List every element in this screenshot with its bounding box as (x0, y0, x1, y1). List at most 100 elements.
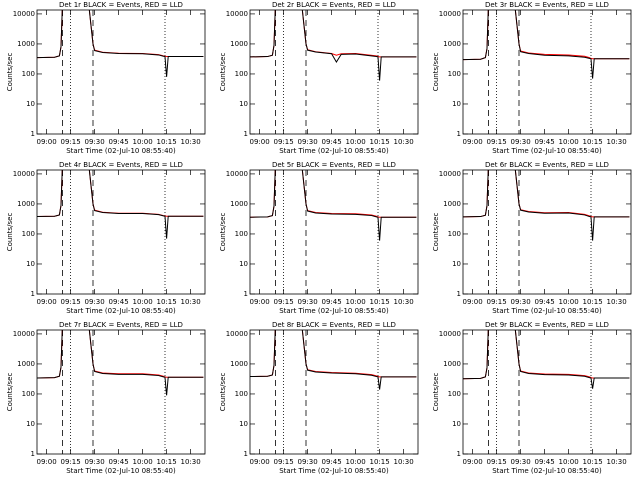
y-axis-label: Counts/sec (432, 213, 440, 252)
y-tick-label: 100 (22, 390, 35, 398)
y-tick-label: 1 (244, 290, 248, 298)
x-tick-label: 10:15 (583, 458, 603, 466)
series-line (250, 330, 417, 390)
y-tick-label: 10000 (439, 10, 461, 18)
series-line (250, 10, 417, 81)
y-tick-label: 10 (452, 260, 461, 268)
series-line (37, 10, 204, 77)
y-tick-label: 10 (239, 100, 248, 108)
y-axis-label: Counts/sec (219, 213, 227, 252)
series-line (250, 170, 417, 241)
series-line (463, 170, 630, 241)
x-tick-label: 10:30 (607, 458, 627, 466)
x-tick-label: 09:45 (322, 298, 342, 306)
y-tick-label: 100 (448, 390, 461, 398)
x-axis-label: Start Time (02-Jul-10 08:55:40) (66, 147, 176, 155)
x-axis-label: Start Time (02-Jul-10 08:55:40) (66, 307, 176, 315)
plot-lines (463, 330, 630, 389)
x-tick-label: 09:15 (274, 458, 294, 466)
x-tick-label: 10:00 (559, 138, 579, 146)
y-tick-label: 10 (26, 260, 35, 268)
x-tick-label: 09:45 (109, 298, 129, 306)
x-tick-label: 10:00 (346, 458, 366, 466)
chart-title: Det 1r BLACK = Events, RED = LLD (59, 1, 183, 9)
y-tick-label: 10000 (13, 170, 35, 178)
plot-lines (463, 10, 630, 79)
y-tick-label: 1000 (443, 40, 461, 48)
x-tick-label: 09:30 (511, 458, 531, 466)
y-tick-label: 1 (244, 450, 248, 458)
y-tick-label: 10 (26, 100, 35, 108)
x-axis-label: Start Time (02-Jul-10 08:55:40) (492, 147, 602, 155)
x-tick-label: 09:15 (61, 138, 81, 146)
y-tick-label: 10000 (226, 10, 248, 18)
x-tick-label: 10:15 (157, 458, 177, 466)
x-tick-label: 10:00 (346, 298, 366, 306)
x-tick-label: 10:15 (157, 138, 177, 146)
x-tick-label: 09:45 (109, 138, 129, 146)
y-tick-label: 1000 (230, 200, 248, 208)
y-axis-label: Counts/sec (6, 373, 14, 412)
x-tick-label: 09:30 (85, 138, 105, 146)
x-tick-label: 09:00 (463, 138, 483, 146)
y-tick-label: 10000 (226, 170, 248, 178)
x-tick-label: 09:00 (463, 298, 483, 306)
x-tick-label: 10:30 (394, 298, 414, 306)
x-tick-label: 10:15 (583, 138, 603, 146)
x-tick-label: 09:30 (298, 458, 318, 466)
plot-lines (250, 170, 417, 241)
x-tick-label: 09:15 (487, 458, 507, 466)
x-tick-label: 09:45 (535, 458, 555, 466)
y-tick-label: 1 (31, 450, 35, 458)
x-tick-label: 09:30 (298, 138, 318, 146)
x-tick-label: 10:30 (607, 298, 627, 306)
plot-lines (37, 10, 204, 77)
plot-frame (462, 9, 632, 135)
plot-lines (37, 330, 204, 396)
y-tick-label: 100 (235, 230, 248, 238)
y-tick-label: 10000 (439, 330, 461, 338)
y-tick-label: 1 (457, 290, 461, 298)
x-tick-label: 09:45 (322, 458, 342, 466)
x-tick-label: 09:15 (487, 138, 507, 146)
chart-title: Det 3r BLACK = Events, RED = LLD (485, 1, 609, 9)
panel: Det 9r BLACK = Events, RED = LLD Start Ti… (432, 321, 632, 475)
x-tick-label: 10:00 (559, 458, 579, 466)
y-tick-label: 1 (457, 130, 461, 138)
series-line (463, 10, 630, 79)
y-tick-label: 10000 (13, 330, 35, 338)
y-tick-label: 10000 (226, 330, 248, 338)
x-tick-label: 10:30 (394, 458, 414, 466)
y-tick-label: 100 (22, 70, 35, 78)
y-axis-label: Counts/sec (6, 213, 14, 252)
plot-lines (250, 330, 417, 390)
plot-lines (250, 10, 417, 81)
panel: Det 4r BLACK = Events, RED = LLD Start Ti… (6, 161, 206, 315)
y-tick-label: 1000 (17, 360, 35, 368)
panel: Det 1r BLACK = Events, RED = LLD Start Ti… (6, 1, 206, 155)
y-tick-label: 1000 (443, 200, 461, 208)
y-tick-label: 10 (452, 420, 461, 428)
chart-title: Det 6r BLACK = Events, RED = LLD (485, 161, 609, 169)
panel: Det 7r BLACK = Events, RED = LLD Start Ti… (6, 321, 206, 475)
plot-lines (37, 170, 204, 239)
series-line (463, 330, 630, 389)
plot-lines (463, 170, 630, 241)
y-axis-label: Counts/sec (432, 373, 440, 412)
x-tick-label: 09:15 (61, 458, 81, 466)
x-tick-label: 10:30 (181, 138, 201, 146)
plot-frame (36, 169, 206, 295)
y-tick-label: 1000 (230, 40, 248, 48)
y-axis-label: Counts/sec (219, 373, 227, 412)
x-tick-label: 09:00 (37, 138, 57, 146)
x-tick-label: 10:15 (370, 138, 390, 146)
x-tick-label: 09:00 (463, 458, 483, 466)
x-tick-label: 09:00 (37, 458, 57, 466)
x-tick-label: 10:00 (346, 138, 366, 146)
y-tick-label: 1000 (230, 360, 248, 368)
x-tick-label: 10:00 (133, 298, 153, 306)
x-tick-label: 09:45 (535, 298, 555, 306)
y-tick-label: 10000 (13, 10, 35, 18)
